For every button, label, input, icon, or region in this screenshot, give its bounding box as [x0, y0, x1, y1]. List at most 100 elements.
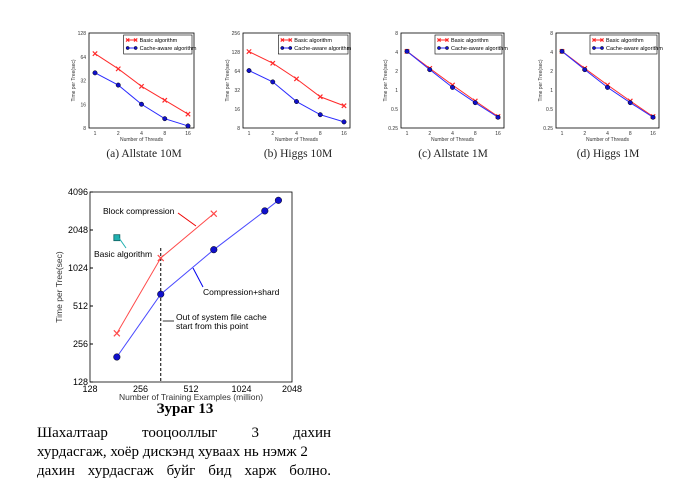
- x-marker: [185, 111, 191, 117]
- y-tick-label: 2: [395, 69, 398, 75]
- circle-marker: [450, 84, 455, 90]
- circle-marker: [115, 82, 121, 88]
- caption-c: (c) Allstate 1M: [418, 148, 488, 160]
- circle-marker: [592, 46, 596, 50]
- x-tick-label: 2: [583, 131, 586, 137]
- legend-label: Basic algorithm: [606, 38, 644, 44]
- circle-marker: [650, 114, 656, 120]
- series-line: [406, 50, 499, 117]
- legend-label: Basic algorithm: [451, 38, 489, 44]
- y-axis-label: Time per Tree(sec): [71, 59, 77, 101]
- legend-label: Basic algorithm: [294, 38, 332, 44]
- plot-frame: [89, 191, 293, 383]
- circle-marker: [317, 112, 323, 118]
- circle-marker: [274, 196, 282, 204]
- x-tick-label: 1: [561, 131, 564, 137]
- x-axis-label: Number of Threads: [275, 137, 318, 143]
- x-marker: [293, 76, 300, 82]
- x-tick-label: 2: [117, 131, 120, 137]
- y-axis-label: Time per Tree(sec): [383, 59, 389, 101]
- legend-label: Cache-aware algorithm: [140, 46, 197, 52]
- annotation-cache-line2: start from this point: [176, 321, 249, 331]
- plot-frame: [242, 32, 351, 129]
- circle-marker: [605, 84, 610, 90]
- y-tick-label: 0.5: [546, 107, 553, 113]
- y-axis-label: Time per Tree(sec): [538, 59, 544, 101]
- circle-marker: [437, 46, 441, 50]
- circle-marker: [559, 48, 565, 54]
- y-tick-label: 64: [80, 55, 86, 61]
- circle-marker: [246, 68, 252, 74]
- x-marker: [133, 37, 138, 43]
- circle-marker: [404, 48, 410, 54]
- x-marker: [113, 329, 121, 337]
- circle-marker: [627, 100, 633, 106]
- x-marker: [210, 210, 218, 218]
- y-tick-label: 1024: [68, 263, 88, 273]
- y-tick-label: 0.25: [388, 126, 398, 132]
- x-marker: [317, 94, 323, 100]
- plot-frame: [88, 32, 195, 129]
- x-tick-label: 8: [474, 131, 477, 137]
- caption-d: (d) Higgs 1M: [576, 148, 640, 160]
- circle-marker: [133, 46, 138, 50]
- plot-frame: [400, 32, 505, 129]
- circle-marker: [280, 46, 285, 50]
- circle-marker: [92, 70, 98, 76]
- x-tick-label: 4: [606, 131, 609, 137]
- y-tick-label: 128: [78, 31, 87, 37]
- circle-marker: [582, 67, 588, 73]
- x-marker: [270, 60, 276, 66]
- arrow-basic: [118, 237, 127, 249]
- y-tick-label: 2: [550, 69, 553, 75]
- paragraph-line: дахин хурдасгаж буйг бид харж болно.: [37, 463, 331, 479]
- legend: [589, 34, 658, 55]
- circle-marker: [261, 207, 269, 215]
- y-tick-label: 8: [237, 126, 240, 132]
- series-line: [116, 199, 279, 358]
- y-tick-label: 4: [395, 50, 398, 56]
- y-tick-label: 8: [395, 31, 398, 37]
- plot-frame: [555, 32, 660, 129]
- y-tick-label: 1: [550, 88, 553, 94]
- arrow-block: [177, 212, 197, 227]
- x-tick-label: 1024: [231, 384, 251, 394]
- y-tick-label: 8: [550, 31, 553, 37]
- y-tick-label: 1: [395, 88, 398, 94]
- x-axis-label: Number of Threads: [586, 137, 629, 143]
- x-tick-label: 16: [650, 131, 656, 137]
- x-tick-label: 2048: [282, 384, 302, 394]
- y-tick-label: 16: [80, 102, 86, 108]
- arrow-shard: [192, 267, 204, 288]
- circle-marker: [162, 116, 168, 122]
- y-tick-label: 2048: [68, 225, 88, 235]
- x-marker: [138, 83, 145, 89]
- x-tick-label: 16: [185, 131, 191, 137]
- x-tick-label: 1: [406, 131, 409, 137]
- annotation-cache-line1: Out of system file cache: [176, 312, 267, 322]
- x-tick-label: 16: [341, 131, 347, 137]
- circle-marker: [427, 67, 433, 73]
- y-tick-label: 256: [73, 339, 88, 349]
- x-marker: [591, 37, 597, 43]
- x-axis-label: Number of Threads: [431, 137, 474, 143]
- annotation-compression-shard: Compression+shard: [203, 287, 280, 297]
- y-tick-label: 64: [234, 69, 240, 75]
- legend-label: Basic algorithm: [140, 38, 178, 44]
- y-tick-label: 16: [234, 107, 240, 113]
- y-tick-label: 8: [83, 126, 86, 132]
- x-marker: [341, 103, 347, 109]
- x-axis-label: Number of Threads: [120, 137, 163, 143]
- square-marker: [113, 234, 121, 242]
- paragraph-line: хурдасгаж, хоёр дискэнд хуваах нь нэмж 2: [37, 444, 308, 460]
- y-tick-label: 32: [234, 88, 240, 94]
- circle-marker: [270, 79, 276, 85]
- circle-marker: [139, 101, 144, 107]
- circle-marker: [472, 100, 478, 106]
- x-tick-label: 4: [295, 131, 298, 137]
- circle-marker: [125, 46, 130, 50]
- x-marker: [125, 37, 130, 43]
- x-marker: [246, 48, 252, 55]
- x-tick-label: 1: [248, 131, 251, 137]
- y-tick-label: 128: [232, 50, 241, 56]
